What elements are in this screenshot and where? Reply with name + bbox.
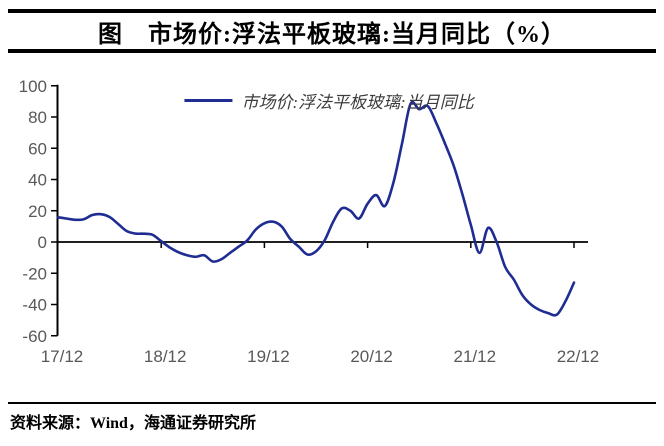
legend-label: 市场价:浮法平板玻璃:当月同比 (241, 93, 474, 112)
y-tick-label: 20 (28, 202, 47, 221)
x-tick-label: 17/12 (41, 347, 84, 366)
x-tick-label: 19/12 (247, 347, 290, 366)
title-bottom-rule (8, 49, 656, 53)
x-tick-label: 20/12 (350, 347, 393, 366)
x-tick-label: 18/12 (144, 347, 187, 366)
legend-line-marker-icon (184, 99, 233, 102)
y-tick-label: -60 (22, 327, 47, 346)
x-tick-label: 22/12 (557, 347, 600, 366)
series-line-float-glass-yoy (56, 100, 576, 317)
y-tick-label: 60 (28, 139, 47, 158)
footer-rule (8, 402, 656, 404)
y-tick-label: 100 (19, 77, 47, 96)
title-top-rule (8, 9, 656, 13)
y-tick-label: 0 (38, 233, 47, 252)
x-tick-label: 21/12 (454, 347, 497, 366)
y-tick-label: -40 (22, 296, 47, 315)
y-tick-label: 80 (28, 108, 47, 127)
y-tick-label: -20 (22, 264, 47, 283)
y-tick-label: 40 (28, 171, 47, 190)
figure-title: 图 市场价:浮法平板玻璃:当月同比（%） (98, 22, 566, 48)
chart-legend: 市场价:浮法平板玻璃:当月同比 (184, 88, 474, 113)
source-note: 资料来源：Wind，海通证券研究所 (10, 415, 256, 432)
